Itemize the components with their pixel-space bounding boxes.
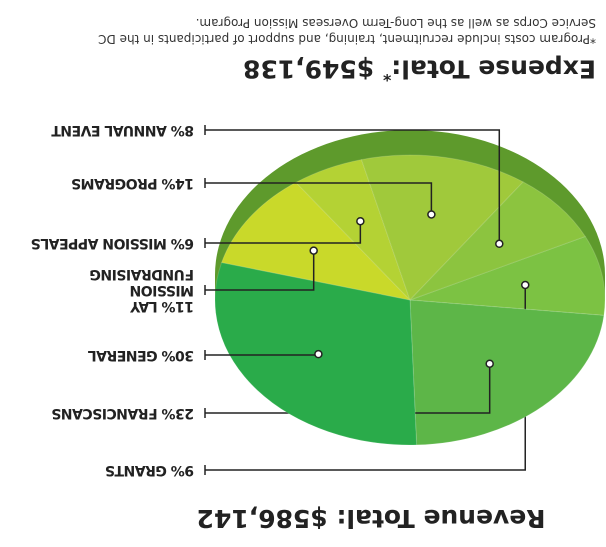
leader-dot	[309, 246, 318, 255]
slice-category: MISSION APPEALS	[31, 235, 167, 251]
footnote: *Program costs include recruitment, trai…	[98, 15, 596, 47]
slice-value-label: 11%	[161, 298, 194, 314]
leader-line	[205, 354, 320, 356]
expense-marker: *	[382, 66, 392, 85]
leader-line	[205, 129, 501, 244]
leader-dot	[427, 210, 436, 219]
slice-category: GENERAL	[88, 347, 158, 363]
leader-line	[205, 221, 362, 244]
footnote-line: Service Corps as well as the Long-Term O…	[195, 16, 596, 30]
slice-value-label: 9%	[171, 462, 194, 478]
slice-category: PROGRAMS	[71, 175, 158, 191]
revenue-title: Revenue Total: $586,142	[196, 504, 546, 533]
leader-dot	[495, 239, 504, 249]
slice-value-label: 23%	[161, 405, 194, 421]
expense-value: $549,138	[242, 54, 375, 84]
pie-slice	[360, 154, 525, 301]
slice-value-label: 6%	[171, 235, 194, 251]
slice-label: 8% ANNUAL EVENT	[52, 122, 194, 138]
leader-dot	[520, 280, 530, 290]
slice-category: ANNUAL EVENT	[51, 122, 167, 138]
pie-slice	[409, 235, 606, 316]
leader-dot	[356, 216, 365, 226]
leader-line	[205, 182, 433, 215]
leader-line	[205, 250, 315, 291]
expense-title: Expense Total:* $549,138	[243, 55, 596, 85]
slice-label: 30% GENERAL	[88, 347, 194, 363]
slice-value-label: 30%	[161, 347, 194, 363]
slice-label: 14% PROGRAMS	[72, 175, 194, 191]
pie-slice	[409, 299, 605, 446]
slice-value-label: 14%	[161, 175, 194, 191]
pie-slice	[220, 181, 412, 301]
slice-label: 6% MISSION APPEALS	[31, 235, 194, 251]
leader-dot	[485, 359, 494, 368]
slice-label: 23% FRANCISCANS	[52, 405, 194, 421]
footnote-line: *Program costs include recruitment, trai…	[98, 32, 596, 46]
slice-category: GRANTS	[105, 462, 167, 478]
leader-dot	[314, 349, 323, 359]
expense-label: Expense Total:	[391, 54, 596, 84]
slice-label: 9% GRANTS	[105, 462, 194, 478]
slice-category: FRANCISCANS	[51, 405, 158, 421]
slice-label: 11% LAY MISSION FUNDRAISING	[64, 266, 194, 314]
slice-value-label: 8%	[171, 122, 194, 138]
